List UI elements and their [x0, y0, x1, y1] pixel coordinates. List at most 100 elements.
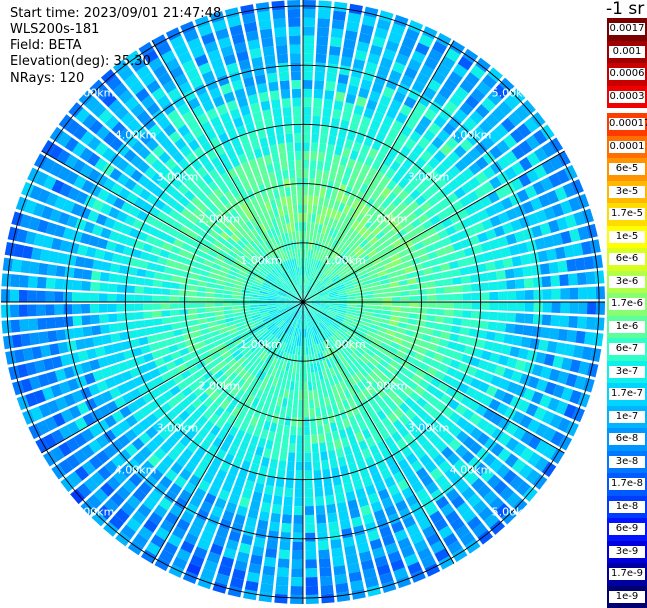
range-gate-cell — [533, 277, 543, 288]
range-gate-cell — [56, 265, 66, 276]
range-gate-cell — [278, 460, 286, 470]
range-gate-cell — [423, 268, 433, 275]
range-gate-cell — [261, 574, 274, 584]
range-gate-cell — [407, 319, 417, 325]
range-gate-cell — [156, 333, 166, 341]
range-gate-cell — [425, 274, 435, 281]
range-gate-cell — [99, 283, 108, 292]
range-gate-cell — [322, 170, 329, 180]
range-gate-cell — [29, 262, 39, 275]
range-gate-cell — [382, 288, 391, 293]
range-gate-cell — [575, 331, 585, 344]
legend-label: 0.0006 — [609, 68, 645, 80]
range-gate-cell — [593, 255, 604, 269]
range-gate-cell — [305, 497, 314, 506]
range-gate-cell — [373, 309, 382, 313]
range-gate-cell — [223, 306, 232, 310]
range-gate-cell — [328, 450, 336, 460]
range-gate-cell — [505, 323, 515, 333]
range-gate-cell — [1, 305, 10, 318]
range-gate-cell — [270, 513, 280, 523]
range-gate-cell — [451, 269, 461, 277]
range-gate-cell — [299, 222, 303, 231]
range-gate-cell — [485, 261, 495, 271]
range-gate-cell — [296, 169, 302, 178]
range-gate-cell — [138, 337, 148, 346]
range-gate-cell — [232, 306, 241, 310]
range-gate-cell — [308, 196, 313, 205]
range-label: 1.00km — [240, 254, 282, 267]
range-gate-cell — [339, 429, 347, 439]
range-gate-cell — [333, 10, 346, 20]
legend-swatch: 3e-7 — [607, 361, 647, 384]
range-gate-cell — [179, 303, 188, 308]
range-gate-cell — [224, 290, 233, 294]
range-gate-cell — [57, 253, 68, 265]
range-gate-cell — [188, 303, 197, 308]
range-gate-cell — [46, 317, 56, 329]
range-gate-cell — [438, 255, 448, 264]
range-gate-cell — [303, 151, 309, 160]
range-gate-cell — [435, 280, 445, 287]
legend-label: 1.7e-7 — [609, 388, 645, 400]
range-gate-cell — [303, 107, 311, 116]
range-gate-cell — [452, 277, 462, 285]
range-label: 5.00km — [492, 87, 534, 100]
range-gate-cell — [341, 56, 353, 67]
range-gate-cell — [73, 316, 83, 326]
range-gate-cell — [274, 405, 281, 415]
range-gate-cell — [135, 320, 145, 328]
range-gate-cell — [313, 470, 321, 479]
range-gate-cell — [525, 302, 534, 312]
legend-label: 0.0017 — [609, 23, 645, 35]
range-gate-cell — [383, 302, 392, 306]
range-gate-cell — [179, 309, 188, 315]
range-gate-cell — [272, 504, 282, 514]
range-gate-cell — [543, 302, 552, 313]
range-gate-cell — [293, 107, 301, 116]
range-gate-cell — [330, 422, 337, 432]
range-gate-cell — [199, 275, 209, 281]
range-gate-cell — [584, 256, 594, 269]
range-gate-cell — [285, 134, 293, 143]
range-gate-cell — [232, 292, 241, 296]
range-gate-cell — [551, 315, 561, 326]
range-gate-cell — [306, 577, 318, 586]
range-gate-cell — [374, 298, 383, 302]
range-gate-cell — [330, 300, 339, 302]
range-gate-cell — [145, 327, 155, 335]
legend-label: 6e-9 — [609, 523, 645, 535]
range-gate-cell — [183, 333, 193, 340]
range-gate-cell — [3, 258, 13, 272]
range-gate-cell — [443, 278, 453, 285]
range-gate-cell — [406, 324, 416, 331]
range-gate-cell — [281, 161, 288, 171]
range-gate-cell — [304, 382, 308, 391]
range-gate-cell — [578, 287, 587, 299]
range-gate-cell — [268, 431, 276, 441]
range-gate-cell — [55, 278, 65, 289]
range-gate-cell — [256, 157, 265, 167]
range-gate-cell — [294, 390, 299, 399]
range-gate-cell — [430, 336, 440, 344]
range-gate-cell — [551, 289, 560, 300]
range-gate-cell — [263, 448, 272, 458]
range-gate-cell — [306, 231, 310, 240]
range-gate-cell — [311, 435, 318, 444]
range-gate-cell — [286, 470, 294, 479]
range-gate-cell — [287, 0, 300, 9]
range-gate-cell — [255, 528, 266, 539]
range-gate-cell — [292, 89, 301, 98]
range-gate-cell — [413, 332, 423, 339]
range-gate-cell — [307, 213, 311, 222]
range-gate-cell — [461, 276, 471, 284]
range-gate-cell — [271, 450, 279, 460]
legend-label: 1.7e-5 — [609, 208, 645, 220]
range-gate-cell — [297, 444, 303, 453]
range-gate-cell — [66, 254, 77, 265]
range-gate-cell — [329, 46, 341, 56]
instrument-name: WLS200s-181 — [10, 22, 99, 38]
range-gate-cell — [164, 331, 174, 339]
range-gate-cell — [304, 400, 309, 409]
range-gate-cell — [445, 294, 454, 301]
